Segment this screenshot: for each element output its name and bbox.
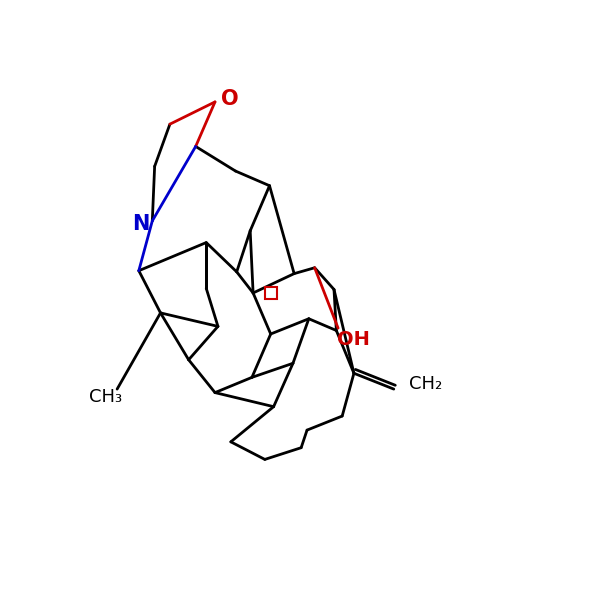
- Text: OH: OH: [337, 331, 370, 349]
- Bar: [265, 287, 277, 299]
- Text: CH₂: CH₂: [409, 376, 443, 394]
- Text: N: N: [132, 214, 149, 234]
- Text: O: O: [221, 89, 238, 109]
- Text: CH₃: CH₃: [89, 388, 122, 406]
